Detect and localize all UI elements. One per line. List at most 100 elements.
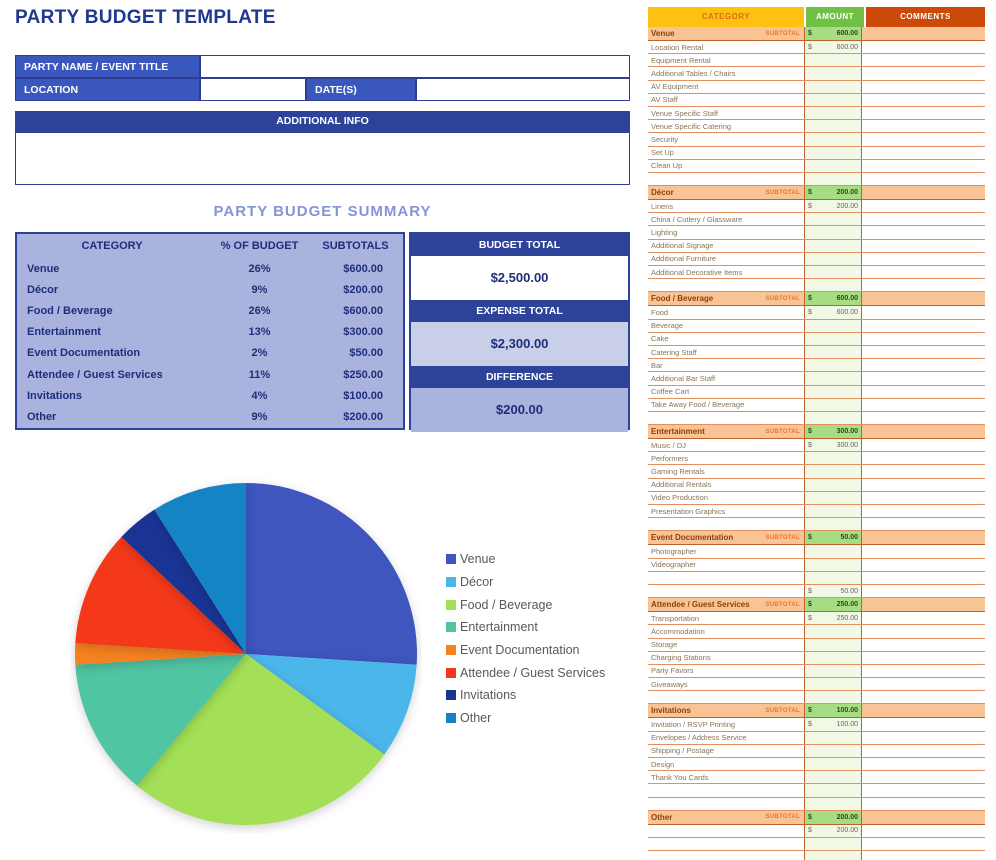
- item-label-cell[interactable]: Party Favors: [651, 666, 694, 676]
- item-label-cell[interactable]: Cake: [651, 334, 669, 344]
- item-amount-cell[interactable]: [804, 837, 862, 851]
- item-amount-cell[interactable]: [804, 385, 862, 398]
- item-comment-cell[interactable]: [862, 41, 985, 53]
- item-label-cell[interactable]: [648, 412, 804, 424]
- item-label-cell[interactable]: [648, 691, 804, 703]
- item-label-cell[interactable]: Performers: [651, 453, 689, 463]
- item-comment-cell[interactable]: [862, 625, 985, 637]
- item-comment-cell[interactable]: [862, 612, 985, 624]
- item-amount-cell[interactable]: [804, 518, 862, 531]
- item-comment-cell[interactable]: [862, 465, 985, 477]
- item-label-cell[interactable]: Food: [651, 307, 669, 317]
- item-amount-cell[interactable]: $600.00: [804, 306, 862, 319]
- item-label-cell[interactable]: Linens: [651, 201, 674, 211]
- item-label-cell[interactable]: [648, 585, 804, 597]
- item-label-cell[interactable]: Security: [651, 134, 679, 144]
- item-amount-cell[interactable]: $200.00: [804, 824, 862, 837]
- item-amount-cell[interactable]: [804, 159, 862, 172]
- item-label-cell[interactable]: Design: [651, 759, 675, 769]
- item-comment-cell[interactable]: [862, 226, 985, 238]
- item-amount-cell[interactable]: [804, 54, 862, 67]
- item-label-cell[interactable]: Venue Specific Catering: [651, 121, 732, 131]
- item-comment-cell[interactable]: [862, 691, 985, 703]
- item-comment-cell[interactable]: [862, 825, 985, 837]
- item-comment-cell[interactable]: [862, 572, 985, 584]
- item-label-cell[interactable]: AV Equipment: [651, 82, 699, 92]
- item-label-cell[interactable]: Beverage: [651, 321, 684, 331]
- item-comment-cell[interactable]: [862, 306, 985, 318]
- item-amount-cell[interactable]: $250.00: [804, 612, 862, 625]
- item-label-cell[interactable]: Music / DJ: [651, 440, 687, 450]
- item-label-cell[interactable]: [648, 572, 804, 584]
- item-amount-cell[interactable]: [804, 784, 862, 797]
- item-amount-cell[interactable]: [804, 851, 862, 860]
- dates-input[interactable]: [416, 78, 630, 101]
- item-comment-cell[interactable]: [862, 240, 985, 252]
- item-amount-cell[interactable]: [804, 67, 862, 80]
- item-amount-cell[interactable]: $600.00: [804, 41, 862, 54]
- item-label-cell[interactable]: [648, 173, 804, 185]
- item-amount-cell[interactable]: $100.00: [804, 718, 862, 731]
- item-comment-cell[interactable]: [862, 67, 985, 79]
- item-amount-cell[interactable]: [804, 664, 862, 678]
- item-comment-cell[interactable]: [862, 399, 985, 411]
- item-comment-cell[interactable]: [862, 652, 985, 664]
- item-comment-cell[interactable]: [862, 147, 985, 159]
- item-label-cell[interactable]: Coffee Cart: [651, 387, 690, 397]
- item-comment-cell[interactable]: [862, 213, 985, 225]
- item-comment-cell[interactable]: [862, 160, 985, 172]
- item-label-cell[interactable]: Additional Signage: [651, 241, 714, 251]
- item-label-cell[interactable]: [648, 279, 804, 291]
- item-comment-cell[interactable]: [862, 439, 985, 451]
- item-comment-cell[interactable]: [862, 320, 985, 332]
- item-comment-cell[interactable]: [862, 200, 985, 212]
- item-comment-cell[interactable]: [862, 718, 985, 730]
- item-comment-cell[interactable]: [862, 173, 985, 185]
- item-amount-cell[interactable]: [804, 797, 862, 810]
- item-label-cell[interactable]: Shipping / Postage: [651, 746, 714, 756]
- item-amount-cell[interactable]: $300.00: [804, 439, 862, 452]
- item-comment-cell[interactable]: [862, 639, 985, 651]
- item-amount-cell[interactable]: [804, 744, 862, 757]
- item-comment-cell[interactable]: [862, 133, 985, 145]
- item-label-cell[interactable]: Catering Staff: [651, 347, 697, 357]
- item-comment-cell[interactable]: [862, 333, 985, 345]
- item-amount-cell[interactable]: [804, 80, 862, 93]
- item-comment-cell[interactable]: [862, 518, 985, 530]
- item-amount-cell[interactable]: [804, 465, 862, 478]
- item-label-cell[interactable]: Videographer: [651, 560, 696, 570]
- item-label-cell[interactable]: [648, 825, 804, 837]
- item-amount-cell[interactable]: [804, 106, 862, 120]
- item-label-cell[interactable]: Additional Furniture: [651, 254, 717, 264]
- item-comment-cell[interactable]: [862, 54, 985, 66]
- item-comment-cell[interactable]: [862, 678, 985, 690]
- item-amount-cell[interactable]: [804, 571, 862, 584]
- item-comment-cell[interactable]: [862, 771, 985, 783]
- item-amount-cell[interactable]: $200.00: [804, 200, 862, 213]
- item-label-cell[interactable]: Location Rental: [651, 42, 704, 52]
- item-amount-cell[interactable]: [804, 319, 862, 332]
- item-amount-cell[interactable]: [804, 359, 862, 372]
- item-comment-cell[interactable]: [862, 120, 985, 132]
- item-comment-cell[interactable]: [862, 665, 985, 677]
- item-comment-cell[interactable]: [862, 359, 985, 371]
- item-label-cell[interactable]: Storage: [651, 640, 678, 650]
- item-amount-cell[interactable]: [804, 133, 862, 146]
- item-comment-cell[interactable]: [862, 838, 985, 850]
- item-comment-cell[interactable]: [862, 386, 985, 398]
- item-amount-cell[interactable]: [804, 678, 862, 691]
- item-amount-cell[interactable]: [804, 771, 862, 784]
- item-label-cell[interactable]: Bar: [651, 360, 663, 370]
- item-label-cell[interactable]: Additional Rentals: [651, 480, 712, 490]
- item-comment-cell[interactable]: [862, 732, 985, 744]
- item-amount-cell[interactable]: [804, 252, 862, 265]
- item-comment-cell[interactable]: [862, 545, 985, 557]
- location-input[interactable]: [200, 78, 306, 101]
- item-amount-cell[interactable]: [804, 638, 862, 651]
- item-label-cell[interactable]: Invitation / RSVP Printing: [651, 720, 736, 730]
- item-amount-cell[interactable]: [804, 411, 862, 425]
- item-comment-cell[interactable]: [862, 81, 985, 93]
- item-label-cell[interactable]: Presentation Graphics: [651, 506, 726, 516]
- item-amount-cell[interactable]: [804, 332, 862, 345]
- item-comment-cell[interactable]: [862, 94, 985, 106]
